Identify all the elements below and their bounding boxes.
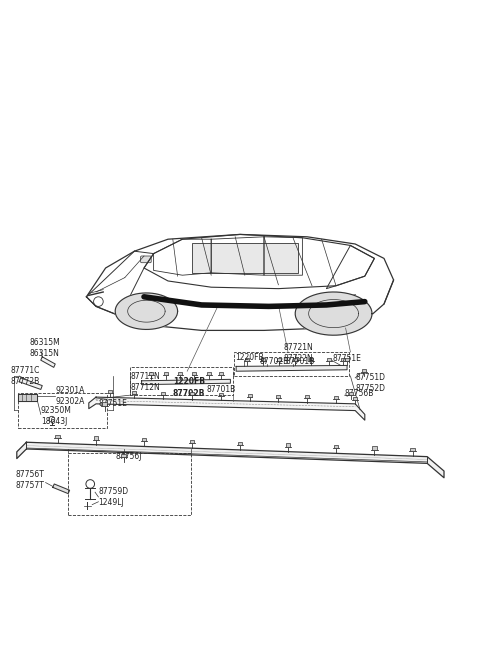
Bar [164, 372, 168, 375]
Text: 86315M
86315N: 86315M 86315N [30, 338, 60, 358]
Bar [362, 369, 366, 372]
Bar [276, 395, 280, 398]
Text: 87756T
87757T: 87756T 87757T [15, 470, 44, 490]
Polygon shape [19, 378, 42, 390]
Text: 92350M
18643J: 92350M 18643J [41, 406, 72, 426]
Polygon shape [115, 293, 178, 329]
Text: 87701B: 87701B [286, 357, 315, 366]
Text: 87756J: 87756J [115, 452, 142, 461]
Bar [327, 358, 331, 361]
Polygon shape [41, 357, 55, 367]
Bar [55, 435, 60, 438]
Bar [293, 358, 297, 361]
Bar [94, 436, 98, 440]
Text: 87759D
1249LJ: 87759D 1249LJ [98, 487, 129, 507]
Bar [334, 396, 338, 399]
Bar [219, 372, 223, 375]
Text: 92301A
92302A: 92301A 92302A [55, 386, 84, 406]
Text: 1220FB
87702B: 1220FB 87702B [173, 377, 205, 398]
Bar [238, 441, 242, 445]
Text: 87771C
87772B: 87771C 87772B [11, 366, 40, 386]
Polygon shape [89, 397, 365, 420]
Bar [261, 358, 265, 361]
Bar [207, 372, 211, 375]
Bar [190, 392, 194, 396]
Bar [309, 358, 313, 361]
Bar [149, 372, 153, 375]
Text: 87751E: 87751E [98, 399, 127, 408]
Bar [334, 445, 338, 448]
Bar [178, 372, 182, 375]
Bar [161, 392, 165, 394]
Bar [132, 391, 136, 394]
Bar [353, 397, 357, 400]
Bar [142, 438, 146, 441]
Text: 87701B: 87701B [206, 386, 236, 394]
Bar [277, 358, 281, 361]
Polygon shape [142, 379, 230, 384]
Bar [102, 402, 107, 405]
Bar [341, 358, 345, 361]
Bar [248, 394, 252, 397]
Polygon shape [18, 394, 37, 401]
Bar [410, 448, 415, 451]
Text: 87751D
87752D: 87751D 87752D [355, 373, 385, 393]
Text: 87702B: 87702B [259, 357, 288, 366]
Bar [121, 454, 126, 457]
FancyBboxPatch shape [141, 256, 151, 262]
Text: 87756B: 87756B [345, 389, 374, 398]
Bar [245, 358, 249, 361]
Text: 87721N
87722N: 87721N 87722N [283, 343, 313, 363]
Bar [286, 443, 290, 447]
FancyBboxPatch shape [343, 295, 355, 303]
Text: 87751E: 87751E [332, 354, 361, 363]
FancyBboxPatch shape [192, 243, 298, 273]
Text: 87711N
87712N: 87711N 87712N [131, 372, 160, 392]
Bar [219, 393, 223, 396]
Polygon shape [236, 365, 347, 371]
Bar [305, 396, 309, 398]
Bar [345, 358, 348, 361]
Polygon shape [53, 484, 70, 493]
Bar [192, 372, 196, 375]
Polygon shape [17, 442, 444, 478]
Bar [108, 390, 112, 393]
Text: 1220FB: 1220FB [235, 354, 264, 362]
Bar [372, 446, 377, 450]
Polygon shape [295, 292, 372, 335]
Bar [190, 440, 194, 443]
Bar [349, 392, 353, 395]
